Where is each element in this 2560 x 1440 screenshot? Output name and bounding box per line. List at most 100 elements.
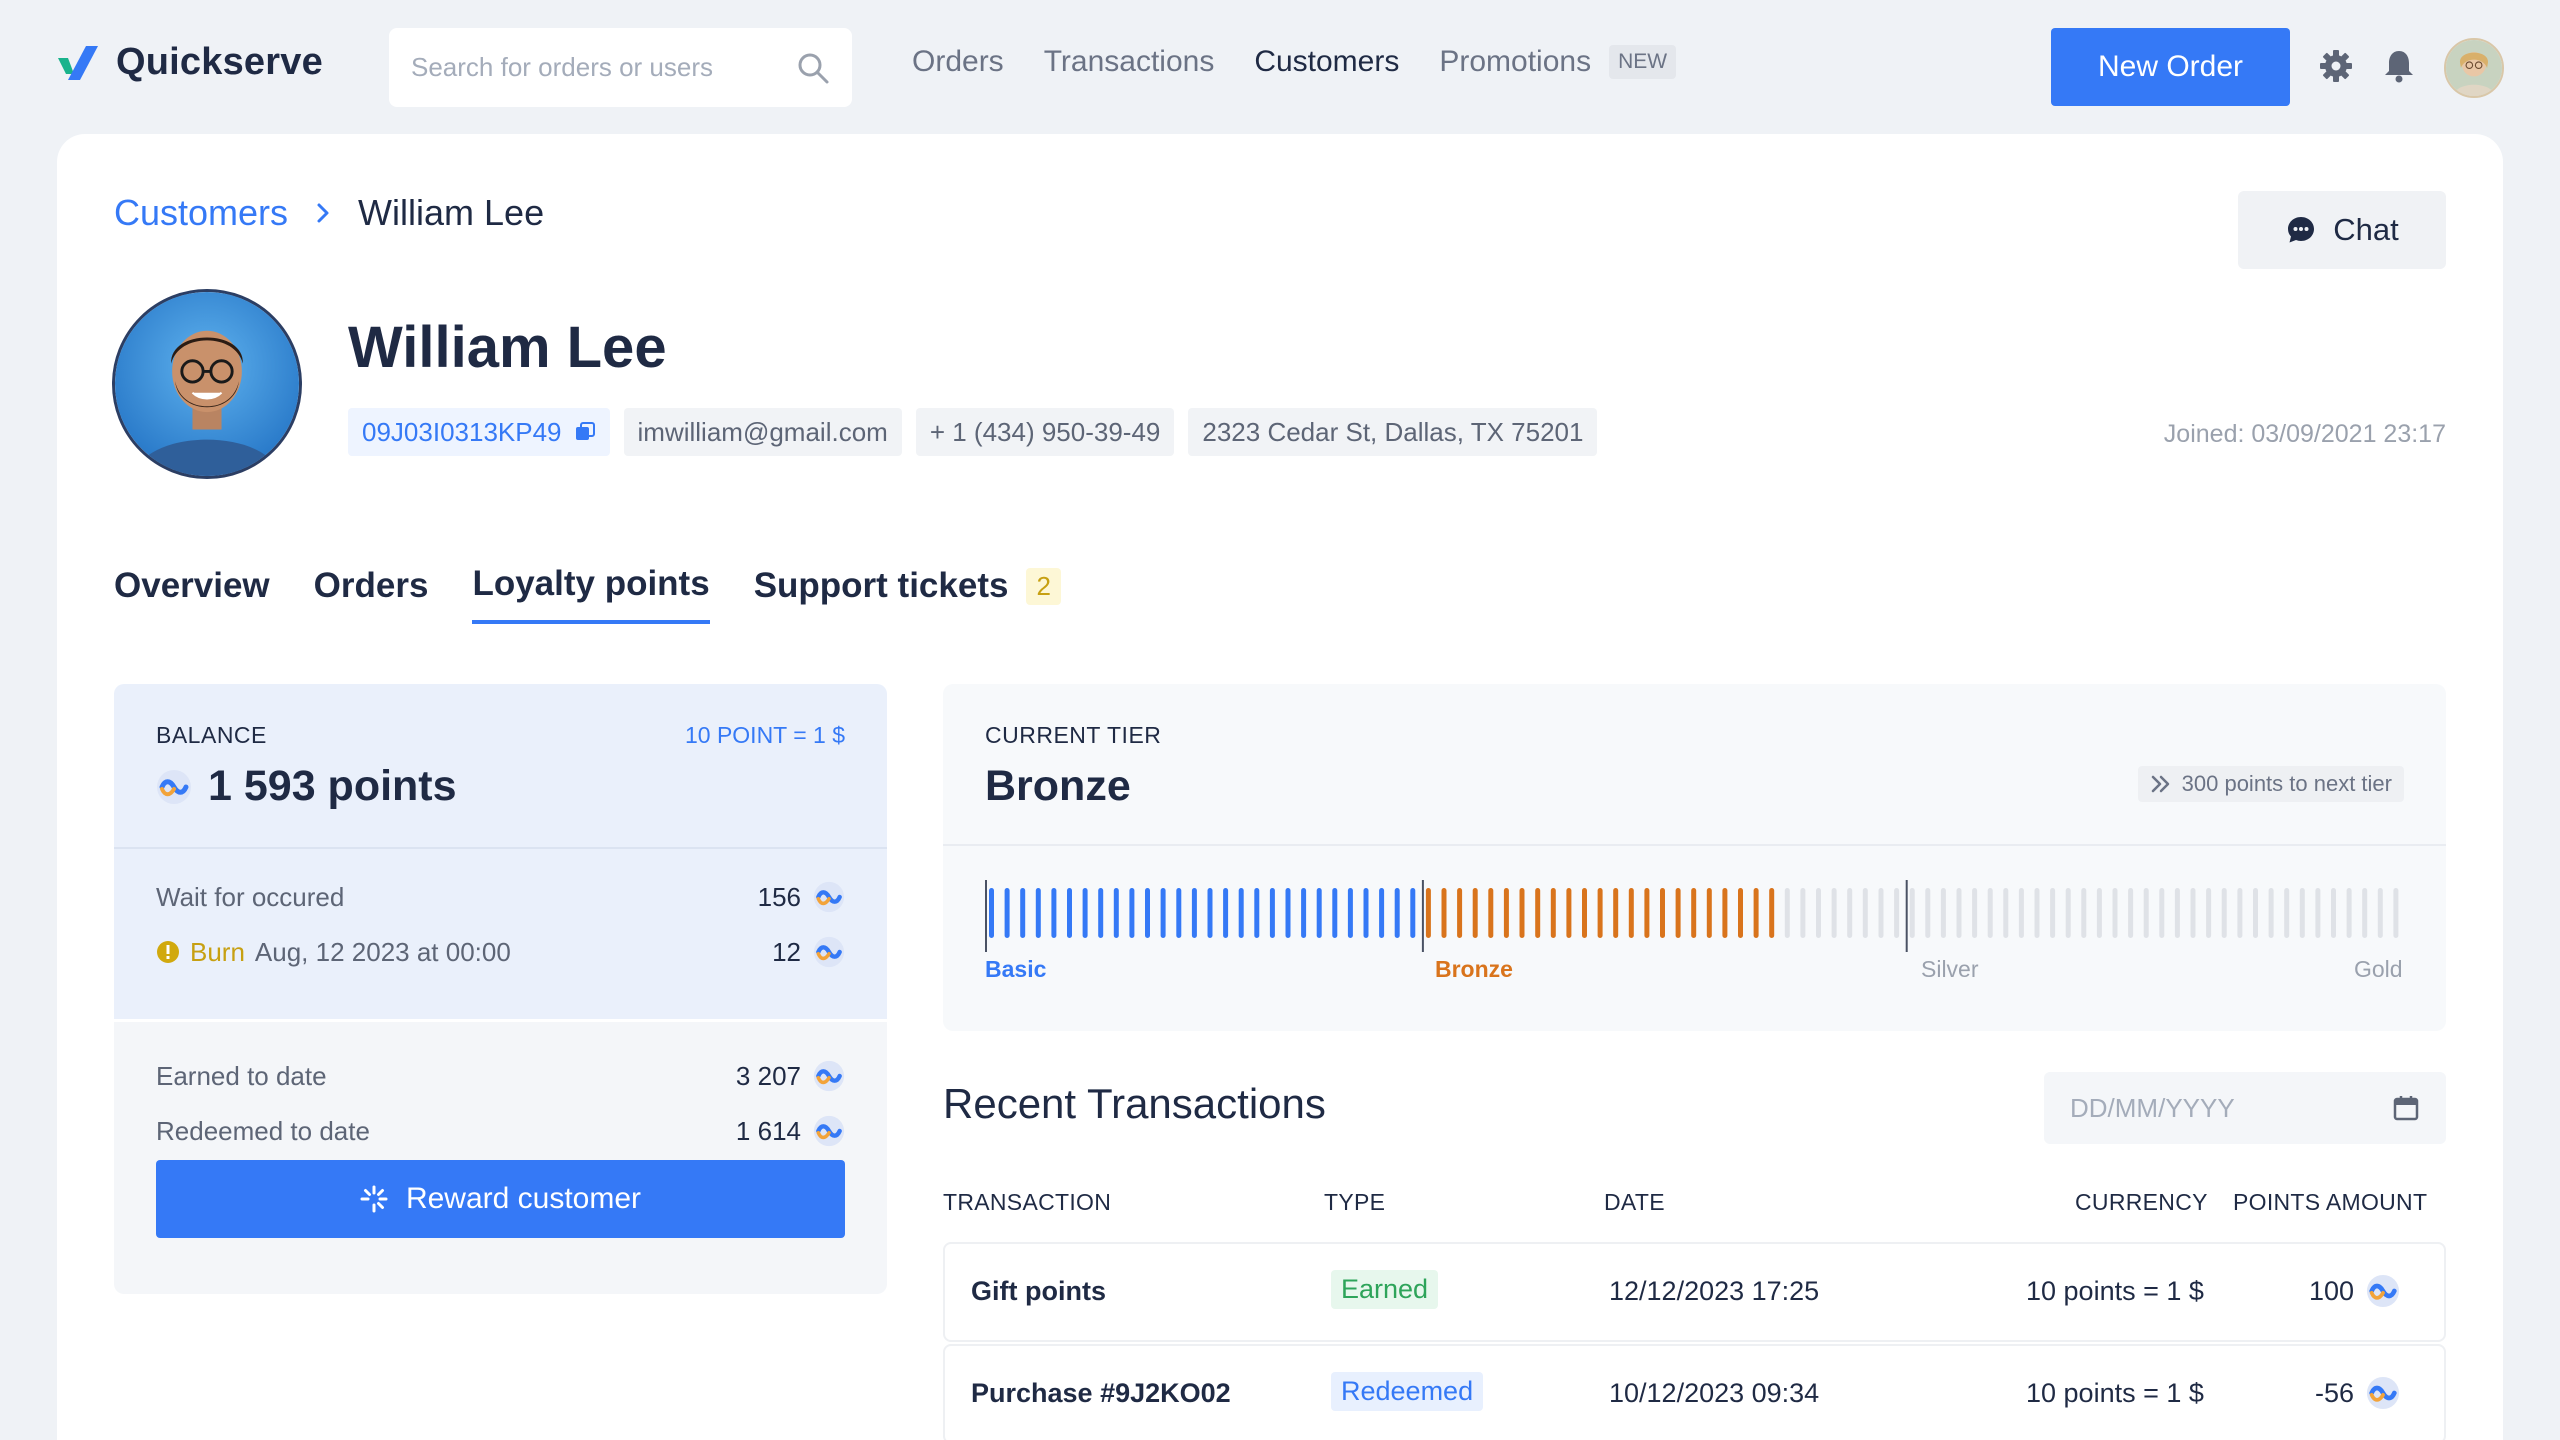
tab-support-tickets[interactable]: Support tickets 2 <box>754 564 1061 624</box>
app-name: Quickserve <box>116 40 323 83</box>
tier-tick-remaining <box>1894 888 1900 938</box>
date-filter-input[interactable] <box>2070 1092 2370 1124</box>
tab-overview-label: Overview <box>114 566 270 605</box>
tx-type-badge: Earned <box>1331 1270 1439 1309</box>
tier-tick-remaining <box>2081 888 2087 938</box>
tier-tick-remaining <box>1784 888 1790 938</box>
new-order-button[interactable]: New Order <box>2051 28 2290 106</box>
tier-tick-remaining <box>2346 888 2352 938</box>
customer-address: 2323 Cedar St, Dallas, TX 75201 <box>1188 408 1598 456</box>
calendar-icon[interactable] <box>2392 1094 2420 1122</box>
nav-customers[interactable]: Customers <box>1254 45 1400 78</box>
chat-button[interactable]: Chat <box>2238 191 2446 269</box>
tab-loyalty-label: Loyalty points <box>472 564 710 603</box>
burn-group: Burn Aug, 12 2023 at 00:00 <box>156 937 511 968</box>
earned-value: 3 207 <box>735 1060 801 1091</box>
tx-type-badge: Redeemed <box>1331 1372 1484 1411</box>
nav-transactions[interactable]: Transactions <box>1043 45 1215 78</box>
reward-customer-label: Reward customer <box>405 1182 642 1215</box>
tier-tick-remaining <box>1972 888 1978 938</box>
tier-tick-remaining <box>2237 888 2243 938</box>
tier-tick-remaining <box>2174 888 2180 938</box>
customer-tabs: Overview Orders Loyalty points Support t… <box>114 564 1061 624</box>
tier-tick-basic <box>1379 888 1385 938</box>
tier-tick-basic <box>1160 888 1166 938</box>
search-input[interactable] <box>411 52 796 83</box>
tier-tick-bronze <box>1691 888 1697 938</box>
column-header-type: TYPE <box>1324 1189 1386 1215</box>
tier-level-gold: Gold <box>2354 956 2403 982</box>
customer-name: William Lee <box>348 315 667 380</box>
table-row[interactable]: Gift points Earned 12/12/2023 17:25 10 p… <box>943 1242 2446 1342</box>
breadcrumb-current: William Lee <box>358 192 545 233</box>
search-box[interactable] <box>389 28 852 107</box>
column-header-transaction: TRANSACTION <box>943 1189 1112 1215</box>
tab-overview[interactable]: Overview <box>114 564 270 624</box>
tier-tick-remaining <box>1987 888 1993 938</box>
points-coin-icon <box>813 1115 845 1147</box>
burn-tag: Burn <box>156 937 245 968</box>
table-row[interactable]: Purchase #9J2KO02 Redeemed 10/12/2023 09… <box>943 1344 2446 1440</box>
tier-tick-bronze <box>1628 888 1634 938</box>
tier-tick-basic <box>1363 888 1369 938</box>
tier-tick-basic <box>1269 888 1275 938</box>
breadcrumb-customers-link[interactable]: Customers <box>114 192 289 233</box>
tx-date: 12/12/2023 17:25 <box>1609 1276 1820 1306</box>
recent-transactions-title: Recent Transactions <box>943 1080 1326 1127</box>
user-avatar[interactable] <box>2444 38 2504 98</box>
tab-support-label: Support tickets <box>753 566 1009 605</box>
tier-tick-bronze <box>1550 888 1556 938</box>
tier-tick-remaining <box>2096 888 2102 938</box>
tier-tick-basic <box>1332 888 1338 938</box>
tier-tick-bronze <box>1535 888 1541 938</box>
app-logo[interactable]: Quickserve <box>56 40 323 84</box>
tab-loyalty-points[interactable]: Loyalty points <box>472 564 710 624</box>
tier-tick-remaining <box>2284 888 2290 938</box>
lifetime-points-panel: Earned to date 3 207 Redeemed to date 1 … <box>114 1022 887 1294</box>
customer-id-chip[interactable]: 09J03I0313KP49 <box>348 408 610 456</box>
tier-tick-remaining <box>2393 888 2399 938</box>
joined-date: Joined: 03/09/2021 23:17 <box>2163 420 2446 448</box>
tx-amount: -56 <box>2314 1377 2354 1408</box>
chevron-right-icon <box>317 203 329 223</box>
points-coin-icon <box>813 1060 845 1092</box>
tier-panel: CURRENT TIER Bronze 300 points to next t… <box>943 684 2446 1031</box>
tx-amount-group: -56 <box>2315 1376 2400 1410</box>
copy-icon[interactable] <box>574 421 596 443</box>
tx-date: 10/12/2023 09:34 <box>1609 1378 1820 1408</box>
nav-promotions-group: Promotions NEW <box>1439 45 1677 79</box>
tier-tick-bronze <box>1613 888 1619 938</box>
tab-orders[interactable]: Orders <box>314 564 429 624</box>
nav-promotions[interactable]: Promotions <box>1439 45 1592 78</box>
burn-row: Burn Aug, 12 2023 at 00:00 12 <box>156 936 845 968</box>
tier-level-basic: Basic <box>985 956 1047 982</box>
tier-tick-bronze <box>1753 888 1759 938</box>
bell-icon[interactable] <box>2381 48 2417 84</box>
tier-tick-remaining <box>1831 888 1837 938</box>
nav-orders[interactable]: Orders <box>912 45 1004 78</box>
burn-date: Aug, 12 2023 at 00:00 <box>254 936 511 967</box>
tier-tick-bronze <box>1457 888 1463 938</box>
reward-customer-button[interactable]: Reward customer <box>156 1160 845 1238</box>
tier-tick-basic <box>1238 888 1244 938</box>
gear-icon[interactable] <box>2318 48 2354 84</box>
tier-tick-remaining <box>1816 888 1821 938</box>
customer-id: 09J03I0313KP49 <box>362 416 562 447</box>
tier-tick-basic <box>1254 888 1260 938</box>
points-coin-icon <box>813 881 845 913</box>
tier-progress-bar <box>985 880 2399 952</box>
tier-tick-bronze <box>1597 888 1603 938</box>
divider <box>114 847 887 849</box>
earned-value-group: 3 207 <box>736 1060 845 1092</box>
main-nav: Orders Transactions Customers Promotions… <box>912 45 1677 79</box>
date-filter[interactable] <box>2044 1072 2446 1144</box>
sparkle-icon <box>360 1185 388 1213</box>
tier-tick-remaining <box>2018 888 2024 938</box>
tier-tick-remaining <box>1940 888 1946 938</box>
tier-tick-remaining <box>2003 888 2009 938</box>
tier-tick-remaining <box>2128 888 2134 938</box>
tier-tick-basic <box>1035 888 1041 938</box>
search-icon[interactable] <box>796 51 830 85</box>
wait-value: 156 <box>757 881 801 912</box>
tier-tick-remaining <box>1909 888 1915 938</box>
